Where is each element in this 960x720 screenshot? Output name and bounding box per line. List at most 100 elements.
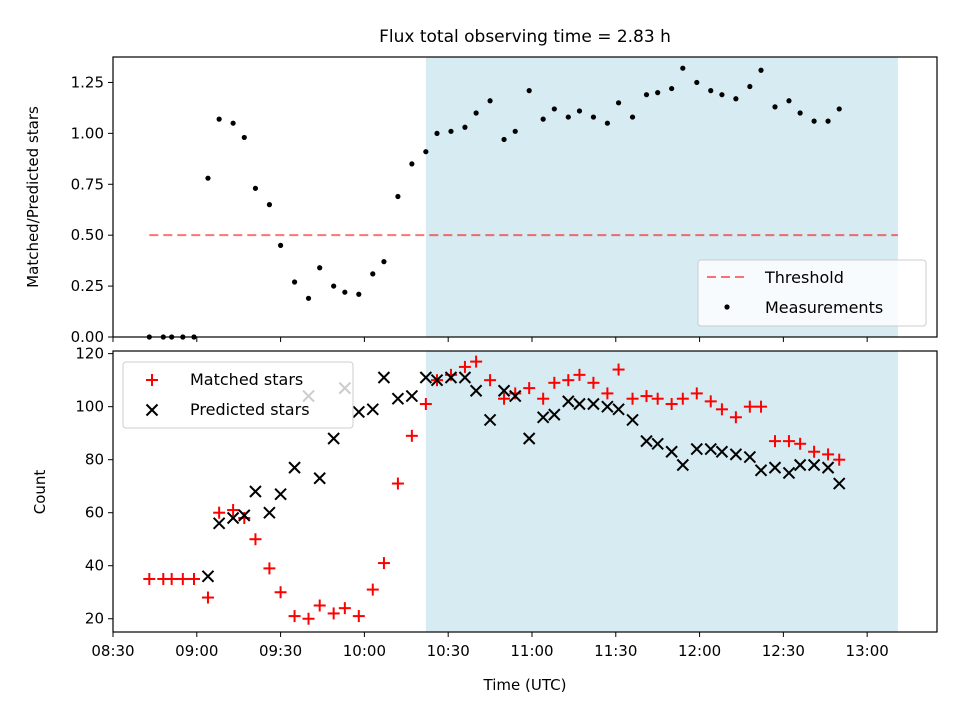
x-stroke [238,509,251,522]
predicted-star-point [430,373,444,387]
predicted-star-point [640,434,653,448]
predicted-stars-series [201,371,846,583]
y-tick-label: 120 [75,345,104,363]
x-stroke [562,395,575,408]
predicted-star-point [743,450,757,464]
predicted-star-point [497,384,511,397]
matched-star-point [458,360,471,373]
measurement-point [305,295,312,301]
x-stroke [729,448,743,461]
predicted-star-point [226,511,240,525]
legend-predicted-marker [145,403,159,417]
x-stroke [212,517,226,530]
x-stroke [405,389,419,403]
measurement-point [590,114,597,120]
y-tick-label: 0.75 [71,175,104,193]
bottom-panel: 20 40 60 80 100 120 08:30 09:00 09:30 10:00 10:30… [31,345,938,694]
x-stroke [497,384,511,397]
legend-measurements-swatch [724,304,730,310]
predicted-star-point [573,397,586,411]
predicted-star-point [201,570,215,583]
matched-star-point [690,387,703,400]
x-stroke [419,371,433,384]
x-tick-label: 09:30 [259,642,302,660]
x-stroke [754,464,768,477]
predicted-star-point [469,384,483,397]
x-stroke [665,445,678,458]
x-stroke [327,432,340,445]
x-stroke [807,458,821,472]
predicted-star-point [458,371,472,384]
matched-star-point [352,610,365,623]
predicted-star-point [601,400,614,413]
matched-star-point [405,429,418,442]
matched-star-point [366,583,379,596]
predicted-star-point [793,458,807,472]
predicted-star-point [587,397,600,411]
measurement-point [576,108,583,114]
matched-star-point [704,395,717,408]
measurement-point [381,259,387,265]
top-plot-frame [112,56,938,338]
measurement-point [786,98,792,104]
measurement-point [836,106,842,112]
predicted-star-point [548,408,561,421]
measurement-point [680,65,686,71]
x-tick-label: 11:30 [594,642,637,660]
matched-star-point [165,572,178,585]
y-tick-label: 1.25 [71,73,104,91]
measurement-point [462,124,468,130]
x-stroke [640,434,653,448]
measurement-point [694,79,700,86]
x-tick-label: 10:30 [427,642,470,660]
x-stroke [651,437,664,450]
bottom-y-axis: 20 40 60 80 100 120 [75,345,113,628]
measurement-point [205,175,211,181]
bottom-legend: Matched stars Predicted stars [122,361,354,429]
matched-star-point [419,398,432,411]
predicted-star-point [665,445,678,458]
matched-star-point [274,586,287,599]
measurement-point [448,128,454,134]
matched-star-point [523,382,536,395]
legend-predicted-swatch [145,403,159,417]
measurement-point [266,202,273,208]
measurement-point [747,83,753,90]
x-stroke [612,403,625,416]
matched-star-point [676,392,689,405]
predicted-star-point [612,403,625,416]
x-stroke [522,432,536,445]
matched-star-point [537,392,550,405]
predicted-star-point [313,472,326,485]
measurement-point [317,265,323,271]
matched-star-point [249,533,262,546]
legend-matched-marker [146,374,158,386]
x-stroke [587,397,600,411]
matched-star-point [238,512,251,525]
matched-star-point [327,607,340,620]
matched-star-point [391,477,404,490]
matched-star-point [822,448,835,461]
legend-matched-label: Matched stars [190,370,303,389]
predicted-star-point [562,395,575,408]
measurement-point [540,116,546,122]
predicted-star-point [536,411,550,424]
matched-star-point [377,557,390,570]
y-tick-label: 0.50 [71,226,104,244]
predicted-star-point [729,448,743,461]
predicted-star-point [419,371,433,384]
x-stroke [821,461,835,474]
predicted-star-point [704,442,717,456]
matched-star-point [626,392,639,405]
matched-star-point [651,392,664,405]
legend-measurements-label: Measurements [765,298,883,317]
measurement-point [241,134,247,141]
matched-star-point [833,453,846,466]
measurement-point [512,128,518,134]
x-stroke [743,450,757,464]
x-stroke [548,408,561,421]
x-stroke [377,371,391,384]
top-legend-box [697,259,927,327]
x-stroke [833,477,846,490]
